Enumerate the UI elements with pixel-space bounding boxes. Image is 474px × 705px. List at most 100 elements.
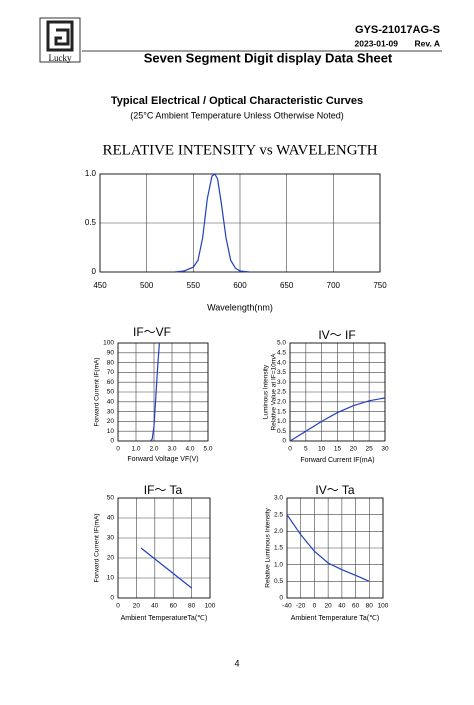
y-tick-label: 0.5 [274,578,283,585]
x-tick-label: 4.0 [185,446,194,453]
x-tick-label: 1.0 [131,446,140,453]
section-subtitle: (25°C Ambient Temperature Unless Otherwi… [130,110,344,120]
x-tick-label: -20 [296,603,306,610]
x-tick-label: 40 [338,603,346,610]
chart-title: RELATIVE INTENSITY vs WAVELENGTH [102,142,377,158]
x-tick-label: 450 [93,281,107,290]
y-axis-label: Relative Luminous Intensity [265,508,272,588]
y-tick-label: 2.0 [274,528,283,535]
x-tick-label: 2.0 [149,446,158,453]
x-tick-label: 600 [233,281,247,290]
x-tick-label: 0 [116,603,120,610]
x-axis-label: Forward Current IF(mA) [300,457,374,464]
doc-title: Seven Segment Digit display Data Sheet [144,50,393,65]
y-tick-label: 0 [282,438,286,445]
x-tick-label: 0 [116,446,120,453]
plot-frame [289,342,386,442]
x-tick-label: 80 [366,603,374,610]
y-tick-label: 3.0 [277,379,286,386]
y-tick-label: 5.0 [277,340,286,347]
y-tick-label: 1.5 [277,408,286,415]
x-tick-label: 5 [304,446,308,453]
y-tick-label: 100 [103,340,114,347]
x-axis-label: Ambient Temperature Ta(℃) [291,615,380,622]
y-tick-label: 2.0 [277,399,286,406]
x-tick-label: 550 [187,281,201,290]
y-tick-label: 1.0 [277,418,286,425]
y-axis-label: Forward Current IF(mA) [94,358,101,427]
y-tick-label: 1.0 [85,169,97,178]
section-title: Typical Electrical / Optical Characteris… [111,95,363,107]
x-tick-label: 30 [381,446,389,453]
x-axis-label: Ambient TemperatureTa(℃) [121,615,208,622]
x-tick-label: 40 [151,603,159,610]
x-tick-label: 10 [318,446,326,453]
y-tick-label: 4.5 [277,350,286,357]
x-tick-label: 20 [325,603,333,610]
y-tick-label: 90 [107,350,115,357]
part-number: GYS-21017AG-S [355,24,440,36]
y-tick-label: 3.0 [274,495,283,502]
y-tick-label: 0 [279,595,283,602]
chart-title: IF～ Ta [144,483,183,497]
x-tick-label: 500 [140,281,154,290]
y-tick-label: 10 [107,428,115,435]
x-tick-label: 0 [313,603,317,610]
data-line [149,342,160,442]
x-tick-label: 15 [334,446,342,453]
data-line [289,397,386,442]
x-tick-label: 0 [288,446,292,453]
y-tick-label: 0 [110,595,114,602]
x-axis-label: Wavelength(nm) [207,302,273,312]
chart-title: IV～ IF [318,328,355,342]
y-tick-label: 80 [107,359,115,366]
y-tick-label: 50 [107,389,115,396]
plot-frame [117,342,209,442]
x-tick-label: 20 [350,446,358,453]
y-tick-label: 40 [107,515,115,522]
plot-frame [117,497,211,599]
x-axis-label: Forward Voltage VF(V) [127,456,198,463]
y-tick-label: 20 [107,418,115,425]
plot-frame [99,173,381,273]
data-line [286,514,370,582]
y-tick-label: 40 [107,399,115,406]
y-axis-label: Luminous Intensity [263,364,270,419]
y-axis-label: Forward Current IF(mA) [94,514,101,583]
x-tick-label: -40 [282,603,292,610]
page-number: 4 [234,658,239,668]
y-tick-label: 2.5 [277,389,286,396]
x-tick-label: 100 [378,603,389,610]
y-tick-label: 50 [107,495,115,502]
chart-title: IV～ Ta [315,483,354,497]
x-tick-label: 20 [133,603,141,610]
logo-frame [39,17,81,63]
data-line [140,547,192,589]
x-tick-label: 3.0 [167,446,176,453]
y-tick-label: 2.5 [274,511,283,518]
y-tick-label: 60 [107,379,115,386]
y-tick-label: 0.5 [277,428,286,435]
y-tick-label: 70 [107,369,115,376]
revision: Rev. A [414,38,440,48]
y-tick-label: 10 [107,575,115,582]
y-tick-label: 20 [107,555,115,562]
x-tick-label: 60 [352,603,360,610]
x-tick-label: 80 [188,603,196,610]
x-tick-label: 5.0 [203,446,212,453]
chart-title: IF～VF [133,325,171,339]
logo-text: Lucky [49,53,72,63]
plot-frame [286,497,384,599]
data-line [174,173,250,273]
x-tick-label: 100 [205,603,216,610]
x-tick-label: 750 [373,281,387,290]
y-tick-label: 0 [110,438,114,445]
y-tick-label: 1.5 [274,545,283,552]
y-tick-label: 0.5 [85,218,97,227]
y-axis-label: Relative Value at IF=10mA [271,353,278,431]
y-tick-label: 4.0 [277,359,286,366]
x-tick-label: 700 [327,281,341,290]
y-tick-label: 30 [107,535,115,542]
y-tick-label: 0 [92,267,97,276]
